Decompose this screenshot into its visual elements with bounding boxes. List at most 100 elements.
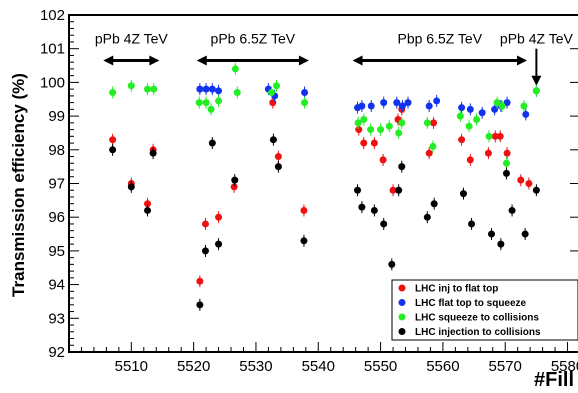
series-4 (109, 133, 540, 311)
data-point (389, 186, 397, 194)
data-point (150, 85, 158, 93)
data-point (231, 65, 239, 73)
data-point (301, 89, 309, 97)
data-points (109, 62, 540, 311)
data-point (109, 89, 117, 97)
data-point (458, 104, 466, 112)
data-point (484, 149, 492, 157)
data-point (144, 200, 152, 208)
arrow-head (517, 55, 528, 66)
y-tick-label: 96 (48, 209, 65, 226)
data-point (196, 301, 204, 309)
x-tick-label: 5540 (302, 358, 335, 375)
data-point (144, 85, 152, 93)
data-point (354, 186, 362, 194)
data-point (233, 89, 241, 97)
data-point (503, 99, 511, 107)
data-point (395, 129, 403, 137)
data-point (502, 169, 510, 177)
data-point (367, 126, 375, 134)
data-point (380, 99, 388, 107)
data-point (465, 122, 473, 130)
y-axis-title: Transmission efficiency (%) (9, 73, 28, 297)
data-point (466, 105, 474, 113)
data-point (395, 186, 403, 194)
x-axis-title: #Fill (534, 369, 574, 391)
data-point (532, 186, 540, 194)
data-point (496, 132, 504, 140)
data-point (429, 142, 437, 150)
data-point (425, 102, 433, 110)
data-point (423, 213, 431, 221)
data-point (485, 132, 493, 140)
data-point (380, 220, 388, 228)
data-point (377, 126, 385, 134)
x-tick-label: 5520 (177, 358, 210, 375)
data-point (488, 230, 496, 238)
data-point (466, 156, 474, 164)
data-point (370, 139, 378, 147)
data-point (144, 206, 152, 214)
legend: LHC inj to flat top LHC flat top to squee… (391, 279, 578, 341)
data-point (273, 82, 281, 90)
data-point (367, 102, 375, 110)
data-point (268, 89, 276, 97)
data-point (458, 136, 466, 144)
data-point (388, 260, 396, 268)
x-tick-label: 5570 (489, 358, 522, 375)
data-point (423, 119, 431, 127)
data-point (425, 149, 433, 157)
data-point (358, 203, 366, 211)
data-point (430, 119, 438, 127)
data-point (468, 220, 476, 228)
data-point (521, 230, 529, 238)
data-point (398, 102, 406, 110)
data-point (502, 159, 510, 167)
data-point (202, 85, 210, 93)
period-annotations: pPb 4Z TeV pPb 6.5Z TeV Pbp 6.5Z TeV pPb 4Z… (95, 31, 573, 86)
data-point (127, 183, 135, 191)
y-tick-label: 97 (48, 176, 65, 193)
data-point (478, 109, 486, 117)
y-tick-label: 95 (48, 243, 65, 260)
data-point (473, 115, 481, 123)
data-point (459, 190, 467, 198)
data-point (269, 136, 277, 144)
series-3 (109, 62, 540, 170)
period-label: Pbp 6.5Z TeV (397, 31, 482, 47)
arrow-head (298, 55, 309, 66)
axes: 92 93 94 95 96 97 98 99 100 101 102 5510 5520 5530 554… (40, 7, 578, 375)
data-point (491, 105, 499, 113)
y-tick-label: 93 (48, 310, 65, 327)
x-tick-label: 5550 (364, 358, 397, 375)
series-2 (196, 83, 540, 121)
data-point (215, 240, 223, 248)
x-tick-label: 5580 (551, 358, 578, 375)
data-point (430, 200, 438, 208)
data-point (517, 176, 525, 184)
data-point (215, 87, 223, 95)
x-tick-label: 5530 (239, 358, 272, 375)
arrow-head (352, 55, 363, 66)
x-tick-label: 5510 (115, 358, 148, 375)
data-point (498, 102, 506, 110)
y-tick-label: 92 (48, 344, 65, 361)
data-point (274, 153, 282, 161)
y-tick-label: 100 (40, 74, 65, 91)
legend-label: LHC injection to collisions (415, 327, 541, 338)
data-point (274, 163, 282, 171)
data-point (503, 149, 511, 157)
data-point (525, 180, 533, 187)
y-tick-label: 101 (40, 41, 65, 58)
data-point (201, 220, 209, 228)
data-point (404, 99, 412, 107)
data-point (196, 277, 204, 285)
data-point (497, 240, 505, 248)
arrow-head (103, 55, 114, 66)
data-point (360, 115, 368, 123)
arrow-head (196, 55, 207, 66)
legend-label: LHC inj to flat top (415, 284, 498, 295)
data-point (231, 176, 239, 184)
data-point (201, 247, 209, 255)
data-point (379, 156, 387, 164)
